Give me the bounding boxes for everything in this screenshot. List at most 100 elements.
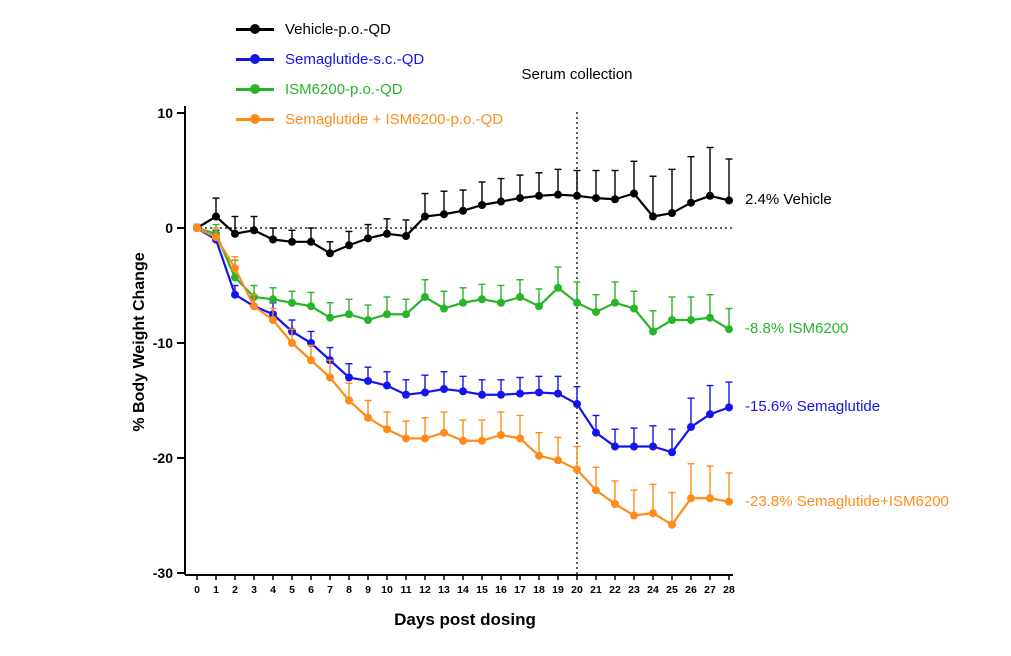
data-point-marker	[459, 298, 467, 307]
svg-text:24: 24	[647, 584, 659, 596]
data-point-marker	[573, 465, 581, 474]
line-dot-marker-icon	[236, 87, 274, 91]
data-point-marker	[326, 313, 334, 322]
line-dot-marker-icon	[236, 57, 274, 61]
end-label-vehicle: 2.4% Vehicle	[745, 191, 832, 209]
data-point-marker	[459, 387, 467, 396]
data-point-marker	[687, 494, 695, 503]
data-point-marker	[725, 497, 733, 506]
svg-text:15: 15	[476, 584, 488, 596]
data-point-marker	[725, 403, 733, 412]
data-point-marker	[231, 264, 239, 273]
data-point-marker	[497, 431, 505, 439]
x-tick-labels: 0 1 2 3 4 5 6 7 8 9 10 11 12 13 14 15 16 17 18 19 20 21 22 23 24…	[194, 575, 735, 596]
data-point-marker	[459, 206, 467, 215]
series-Semaglutide + ISM6200-p.o.-QD	[193, 223, 733, 529]
data-point-marker	[516, 194, 524, 203]
data-point-marker	[193, 224, 201, 232]
data-point-marker	[383, 381, 391, 390]
data-point-marker	[269, 295, 277, 304]
legend-label-semaglutide: Semaglutide-s.c.-QD	[285, 50, 425, 68]
end-label-semaglutide: -15.6% Semaglutide	[745, 398, 881, 416]
data-point-marker	[706, 313, 714, 322]
svg-text:20: 20	[571, 584, 583, 596]
svg-text:13: 13	[438, 584, 450, 596]
data-point-marker	[478, 436, 486, 445]
data-point-marker	[288, 339, 296, 347]
data-point-marker	[611, 442, 619, 451]
data-point-marker	[573, 399, 581, 408]
svg-text:10: 10	[157, 105, 173, 121]
data-point-marker	[535, 451, 543, 460]
data-point-marker	[231, 229, 239, 238]
data-point-marker	[592, 486, 600, 495]
data-point-marker	[269, 235, 277, 244]
data-point-marker	[535, 388, 543, 397]
data-point-marker	[497, 298, 505, 307]
svg-text:17: 17	[514, 584, 526, 596]
data-point-marker	[592, 428, 600, 437]
data-point-marker	[345, 373, 353, 382]
data-point-marker	[649, 212, 657, 221]
data-point-marker	[383, 229, 391, 238]
line-dot-marker-icon	[236, 117, 274, 121]
data-point-marker	[440, 428, 448, 437]
data-point-marker	[364, 316, 372, 324]
svg-text:14: 14	[457, 584, 469, 596]
svg-text:-30: -30	[153, 565, 173, 581]
data-point-marker	[535, 302, 543, 311]
data-point-marker	[630, 189, 638, 198]
data-point-marker	[440, 210, 448, 219]
data-point-marker	[706, 494, 714, 503]
svg-text:1: 1	[213, 584, 219, 596]
y-tick-labels: 10 0 -10 -20 -30	[153, 105, 185, 581]
series-line	[196, 227, 730, 454]
svg-text:0: 0	[194, 584, 200, 596]
data-point-marker	[421, 212, 429, 221]
data-point-marker	[364, 376, 372, 385]
legend: Vehicle-p.o.-QD Semaglutide-s.c.-QD ISM6…	[236, 14, 503, 134]
x-axis-title: Days post dosing	[394, 610, 536, 629]
svg-text:16: 16	[495, 584, 507, 596]
svg-text:21: 21	[590, 584, 602, 596]
svg-text:3: 3	[251, 584, 257, 596]
data-point-marker	[440, 385, 448, 393]
data-point-marker	[668, 520, 676, 529]
legend-item-vehicle: Vehicle-p.o.-QD	[236, 14, 503, 44]
data-point-marker	[592, 194, 600, 203]
data-point-marker	[250, 226, 258, 235]
svg-text:18: 18	[533, 584, 545, 596]
svg-text:9: 9	[365, 584, 371, 596]
data-point-marker	[421, 388, 429, 397]
svg-text:-20: -20	[153, 450, 173, 466]
data-point-marker	[630, 511, 638, 520]
data-point-marker	[459, 436, 467, 445]
series-ISM6200-p.o.-QD	[193, 223, 733, 336]
data-point-marker	[402, 434, 410, 443]
svg-text:4: 4	[270, 584, 276, 596]
data-point-marker	[440, 304, 448, 313]
data-point-marker	[592, 307, 600, 316]
data-point-marker	[630, 442, 638, 451]
data-point-marker	[402, 390, 410, 399]
data-point-marker	[611, 195, 619, 204]
y-axis-title: % Body Weight Change	[131, 252, 148, 432]
svg-text:19: 19	[552, 584, 564, 596]
data-point-marker	[307, 237, 315, 246]
data-point-marker	[288, 237, 296, 246]
svg-text:12: 12	[419, 584, 431, 596]
data-point-marker	[725, 325, 733, 334]
data-point-marker	[516, 293, 524, 301]
svg-text:26: 26	[685, 584, 697, 596]
svg-text:11: 11	[400, 584, 411, 596]
svg-text:23: 23	[628, 584, 640, 596]
svg-text:2: 2	[232, 584, 238, 596]
svg-text:8: 8	[346, 584, 352, 596]
data-point-marker	[345, 310, 353, 319]
svg-text:25: 25	[666, 584, 678, 596]
data-point-marker	[535, 191, 543, 200]
data-point-marker	[706, 410, 714, 419]
legend-item-ism6200: ISM6200-p.o.-QD	[236, 74, 503, 104]
legend-item-semaglutide: Semaglutide-s.c.-QD	[236, 44, 503, 74]
